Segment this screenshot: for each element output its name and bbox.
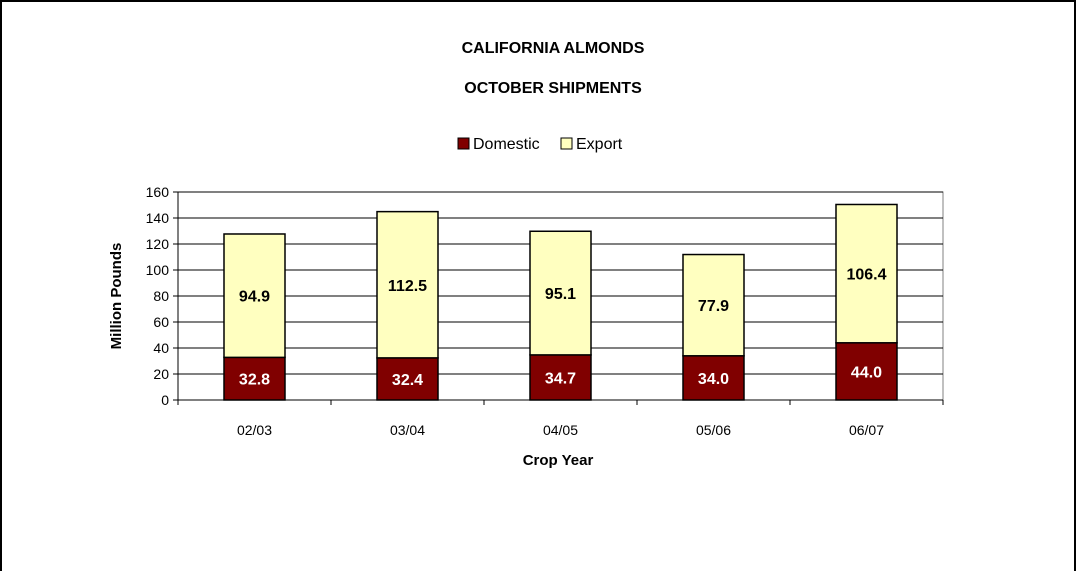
data-label-export: 77.9 [698, 298, 729, 315]
bar-export-02-03 [223, 233, 286, 359]
y-tick-label: 160 [146, 184, 170, 200]
legend-swatch-domestic [457, 137, 470, 150]
x-tick-label: 06/07 [849, 422, 884, 438]
legend-label-domestic: Domestic [473, 136, 540, 153]
y-tick-label: 100 [146, 262, 170, 278]
y-tick-label: 80 [153, 288, 169, 304]
y-tick-label: 40 [153, 340, 169, 356]
data-label-export: 106.4 [846, 267, 886, 284]
x-axis-title: Crop Year [523, 452, 594, 469]
bar-domestic-02-03 [223, 356, 286, 401]
legend-swatch-export [560, 137, 573, 150]
data-label-domestic: 44.0 [851, 364, 882, 381]
bar-domestic-04-05 [529, 354, 592, 401]
data-label-export: 112.5 [388, 278, 427, 295]
chart-title: CALIFORNIA ALMONDS [462, 40, 645, 57]
y-tick-label: 20 [153, 366, 169, 382]
y-tick-label: 140 [146, 210, 170, 226]
y-tick-label: 0 [161, 392, 169, 408]
data-label-domestic: 34.7 [545, 370, 576, 387]
x-tick-label: 03/04 [390, 422, 425, 438]
bar-domestic-03-04 [376, 357, 439, 401]
chart-subtitle: OCTOBER SHIPMENTS [464, 80, 642, 97]
bar-export-06-07 [835, 203, 898, 344]
legend: Domestic Export [457, 136, 623, 153]
bar-export-05-06 [682, 253, 745, 357]
y-tick-label: 120 [146, 236, 170, 252]
data-label-domestic: 32.4 [392, 372, 423, 389]
bar-domestic-06-07 [835, 342, 898, 401]
y-tick-label: 60 [153, 314, 169, 330]
data-label-export: 95.1 [545, 286, 576, 303]
plot-area: 0 20 40 60 80 100 120 140 160 32.8 94.9 02/03 32.4 11… [146, 184, 944, 438]
bar-export-03-04 [376, 210, 439, 359]
y-axis-title: Million Pounds [108, 243, 125, 350]
x-tick-label: 02/03 [237, 422, 272, 438]
legend-label-export: Export [576, 136, 623, 153]
data-label-export: 94.9 [239, 289, 270, 306]
data-label-domestic: 32.8 [239, 372, 270, 389]
x-tick-label: 05/06 [696, 422, 731, 438]
data-label-domestic: 34.0 [698, 371, 729, 388]
bar-export-04-05 [529, 230, 592, 356]
x-tick-label: 04/05 [543, 422, 578, 438]
